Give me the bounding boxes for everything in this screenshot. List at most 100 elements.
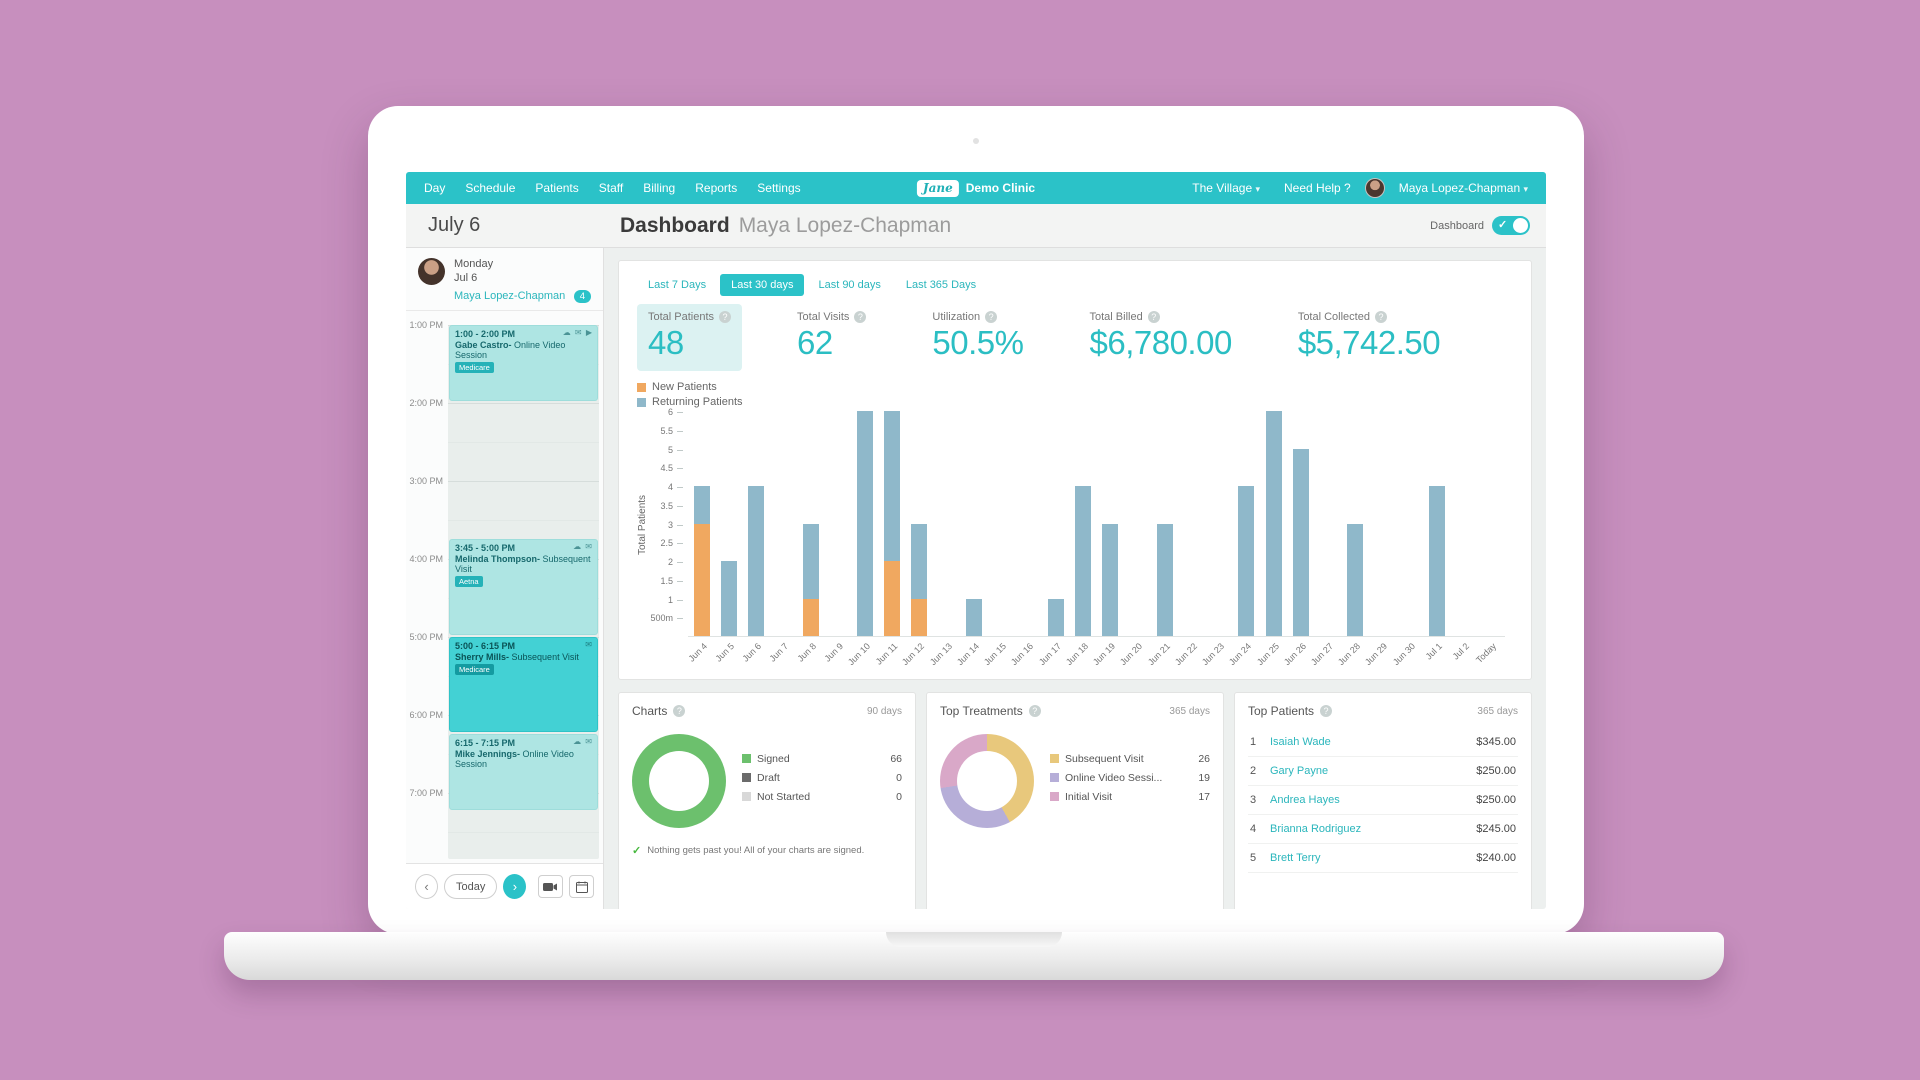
treatments-donut-chart	[940, 734, 1034, 828]
prev-day-button[interactable]: ‹	[415, 874, 438, 899]
patient-rank: 2	[1250, 765, 1257, 777]
calendar-button[interactable]	[569, 875, 595, 898]
practitioner-row: Maya Lopez-Chapman 4	[406, 288, 603, 311]
stat-label: Total Collected?	[1298, 311, 1440, 323]
user-avatar[interactable]	[1364, 178, 1385, 198]
patient-row: 3 Andrea Hayes $250.00	[1248, 786, 1518, 815]
appointment-sherry-mills[interactable]: ✉ 5:00 - 6:15 PM Sherry Mills- Subsequent …	[449, 636, 598, 733]
y-tick: 4	[650, 482, 684, 492]
time-label: 4:00 PM	[409, 553, 443, 564]
help-icon[interactable]: ?	[985, 311, 998, 323]
returning-segment	[1238, 486, 1255, 636]
next-day-button[interactable]: ›	[503, 874, 527, 899]
appointment-melinda-thompson[interactable]: ☁ ✉ 3:45 - 5:00 PM Melinda Thompson- Subse…	[449, 539, 598, 635]
help-icon[interactable]: ?	[854, 311, 867, 323]
help-icon[interactable]: ?	[1028, 705, 1041, 717]
x-label: Jun 7	[767, 641, 791, 664]
schedule-grid: ☁ ✉ ▶ 1:00 - 2:00 PM Gabe Castro- Online V…	[448, 324, 599, 859]
appointment-title: Mike Jennings- Online Video Session	[455, 749, 592, 769]
nav-item-schedule[interactable]: Schedule	[465, 181, 516, 195]
bar-jun-14: Jun 14	[955, 412, 987, 667]
dashboard-toggle[interactable]: ✓	[1492, 216, 1530, 235]
bar-jun-18: Jun 18	[1064, 412, 1096, 667]
bar-jul-2: Jul 2	[1451, 412, 1478, 662]
x-label: Jun 21	[1145, 641, 1172, 668]
charts-donut-chart	[632, 734, 726, 828]
stats-row: Total Patients? 48 Total Visits? 62 Utilizat…	[637, 304, 1513, 371]
stat-label-text: Total Visits	[797, 311, 850, 323]
nav-item-staff[interactable]: Staff	[598, 181, 624, 195]
location-menu[interactable]: The Village ▾	[1182, 181, 1270, 195]
range-tab-last-30-days[interactable]: Last 30 days	[720, 274, 805, 296]
nav-item-billing[interactable]: Billing	[643, 181, 676, 195]
help-menu[interactable]: Need Help ?	[1284, 181, 1351, 195]
schedule-footer: ‹ Today ›	[406, 863, 603, 909]
video-call-button[interactable]	[538, 875, 564, 898]
nav-item-reports[interactable]: Reports	[695, 181, 738, 195]
bar-jun-6: Jun 6	[741, 412, 769, 664]
patient-row: 1 Isaiah Wade $345.00	[1248, 728, 1518, 757]
patient-amount: $245.00	[1476, 823, 1516, 835]
patient-name-link[interactable]: Brett Terry	[1270, 852, 1321, 864]
practitioner-name-link[interactable]: Maya Lopez-Chapman	[454, 290, 566, 303]
top-patients-period: 365 days	[1477, 705, 1518, 717]
bar-today: Today	[1474, 412, 1505, 665]
help-icon[interactable]: ?	[1374, 311, 1387, 323]
stat-utilization: Utilization? 50.5%	[921, 304, 1034, 371]
time-label: 6:00 PM	[409, 709, 443, 720]
nav-item-day[interactable]: Day	[424, 181, 446, 195]
bar-jun-4: Jun 4	[686, 412, 715, 664]
patient-name-link[interactable]: Gary Payne	[1270, 765, 1329, 777]
nav-item-patients[interactable]: Patients	[535, 181, 579, 195]
range-tab-last-90-days[interactable]: Last 90 days	[818, 279, 881, 291]
y-tick: 3.5	[650, 501, 684, 511]
bar-jun-10: Jun 10	[846, 411, 878, 667]
top-treatments-period: 365 days	[1169, 705, 1210, 717]
y-tick: 4.5	[650, 463, 684, 473]
x-label: Jul 2	[1450, 641, 1472, 662]
bar-jun-7: Jun 7	[768, 412, 797, 664]
appointment-gabe-castro[interactable]: ☁ ✉ ▶ 1:00 - 2:00 PM Gabe Castro- Online V…	[449, 324, 598, 401]
help-icon[interactable]: ?	[719, 311, 732, 323]
x-label: Jun 18	[1063, 641, 1090, 668]
legend-returning-patients: Returning Patients	[637, 396, 1513, 408]
brand[interactable]: Jane Demo Clinic	[916, 179, 1035, 197]
nav-item-settings[interactable]: Settings	[757, 181, 801, 195]
stat-label: Total Billed?	[1090, 311, 1232, 323]
patient-name-link[interactable]: Isaiah Wade	[1270, 736, 1331, 748]
bar-jun-24: Jun 24	[1227, 412, 1260, 667]
date-range-tabs: Last 7 Days Last 30 days Last 90 days Last …	[637, 274, 1513, 296]
location-label: The Village	[1192, 181, 1253, 195]
today-button[interactable]: Today	[444, 874, 498, 899]
bar-jun-30: Jun 30	[1391, 412, 1423, 667]
returning-segment	[1428, 486, 1445, 636]
stat-value-total-visits: 62	[797, 324, 833, 361]
returning-segment	[720, 561, 737, 636]
bar-jun-12: Jun 12	[900, 412, 933, 667]
jane-logo-icon: Jane	[916, 179, 959, 197]
legend-label: Initial Visit	[1065, 790, 1113, 803]
range-tab-last-365-days[interactable]: Last 365 Days	[905, 279, 977, 291]
returning-segment	[857, 411, 874, 636]
bar-chart-wrap: Total Patients 6 5.5 5 4.5 4 3.5 3 2.5 2 1.5 1 500m…	[637, 407, 1513, 667]
appointment-mike-jennings[interactable]: ☁ ✉ 6:15 - 7:15 PM Mike Jennings- Online V…	[449, 734, 598, 811]
nav-right: The Village ▾ Need Help ? Maya Lopez-Cha…	[1182, 178, 1538, 198]
help-icon[interactable]: ?	[1147, 311, 1160, 323]
appointment-type: Subsequent Visit	[511, 651, 579, 662]
range-tab-last-7-days[interactable]: Last 7 Days	[648, 279, 707, 291]
page-title: Dashboard Maya Lopez-Chapman	[604, 214, 951, 238]
patient-name-link[interactable]: Andrea Hayes	[1270, 794, 1340, 806]
stat-value-utilization: 50.5%	[932, 324, 1024, 361]
patient-name-link[interactable]: Brianna Rodriguez	[1270, 823, 1362, 835]
user-menu[interactable]: Maya Lopez-Chapman ▾	[1389, 181, 1538, 195]
stat-total-collected: Total Collected? $5,742.50	[1287, 304, 1451, 371]
x-label: Jun 20	[1118, 641, 1145, 668]
bar-jun-17: Jun 17	[1037, 412, 1069, 667]
help-icon[interactable]: ?	[673, 705, 686, 717]
x-label: Jun 19	[1091, 641, 1118, 668]
appointment-title: Melinda Thompson- Subsequent Visit	[455, 554, 592, 574]
appointment-time: 1:00 - 2:00 PM	[455, 328, 516, 339]
bar-jun-26: Jun 26	[1282, 412, 1314, 667]
y-tick: 5	[650, 445, 684, 455]
help-icon[interactable]: ?	[1320, 705, 1333, 717]
